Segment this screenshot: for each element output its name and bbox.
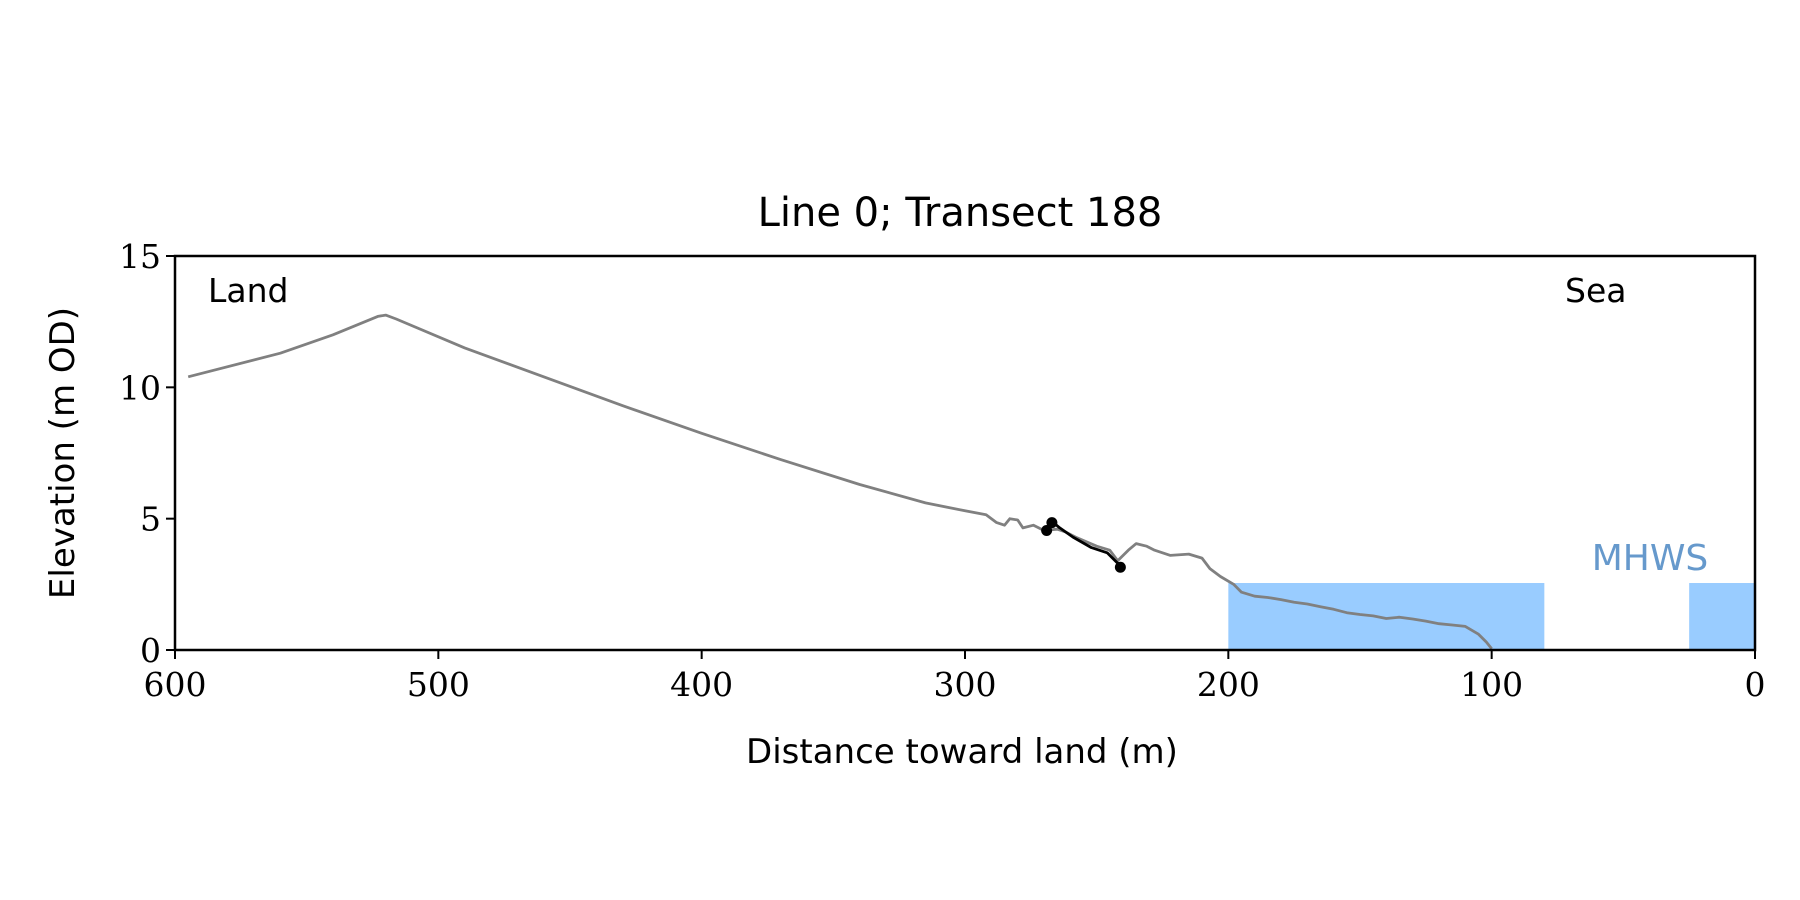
y-axis: 0 5 10 15 [119, 237, 175, 670]
segment-marker-1 [1046, 517, 1058, 529]
y-tick-label-10: 10 [119, 368, 161, 407]
y-tick-label-5: 5 [140, 500, 161, 539]
x-tick-label-500: 500 [407, 665, 470, 704]
x-axis: 600 500 400 300 200 100 0 [144, 650, 1766, 704]
mhws-label: MHWS [1592, 538, 1709, 579]
segment-marker-0 [1041, 524, 1053, 536]
mhws-fill-group [1228, 583, 1755, 650]
profile-layer [187, 313, 1493, 650]
profile-line [187, 313, 1493, 650]
y-tick-label-0: 0 [140, 631, 161, 670]
x-tick-label-100: 100 [1460, 665, 1523, 704]
chart-title: Line 0; Transect 188 [758, 190, 1163, 236]
x-tick-label-600: 600 [144, 665, 207, 704]
mhws-region-1 [1689, 583, 1755, 650]
sea-label: Sea [1565, 271, 1626, 310]
x-tick-label-0: 0 [1745, 665, 1766, 704]
segment-marker-2 [1114, 561, 1126, 573]
mhws-region-0 [1228, 583, 1545, 650]
x-tick-label-200: 200 [1197, 665, 1260, 704]
y-tick-label-15: 15 [119, 237, 161, 276]
y-axis-label: Elevation (m OD) [43, 307, 83, 599]
x-tick-label-400: 400 [670, 665, 733, 704]
x-tick-label-300: 300 [934, 665, 997, 704]
land-label: Land [208, 271, 288, 310]
x-axis-label: Distance toward land (m) [746, 732, 1178, 772]
